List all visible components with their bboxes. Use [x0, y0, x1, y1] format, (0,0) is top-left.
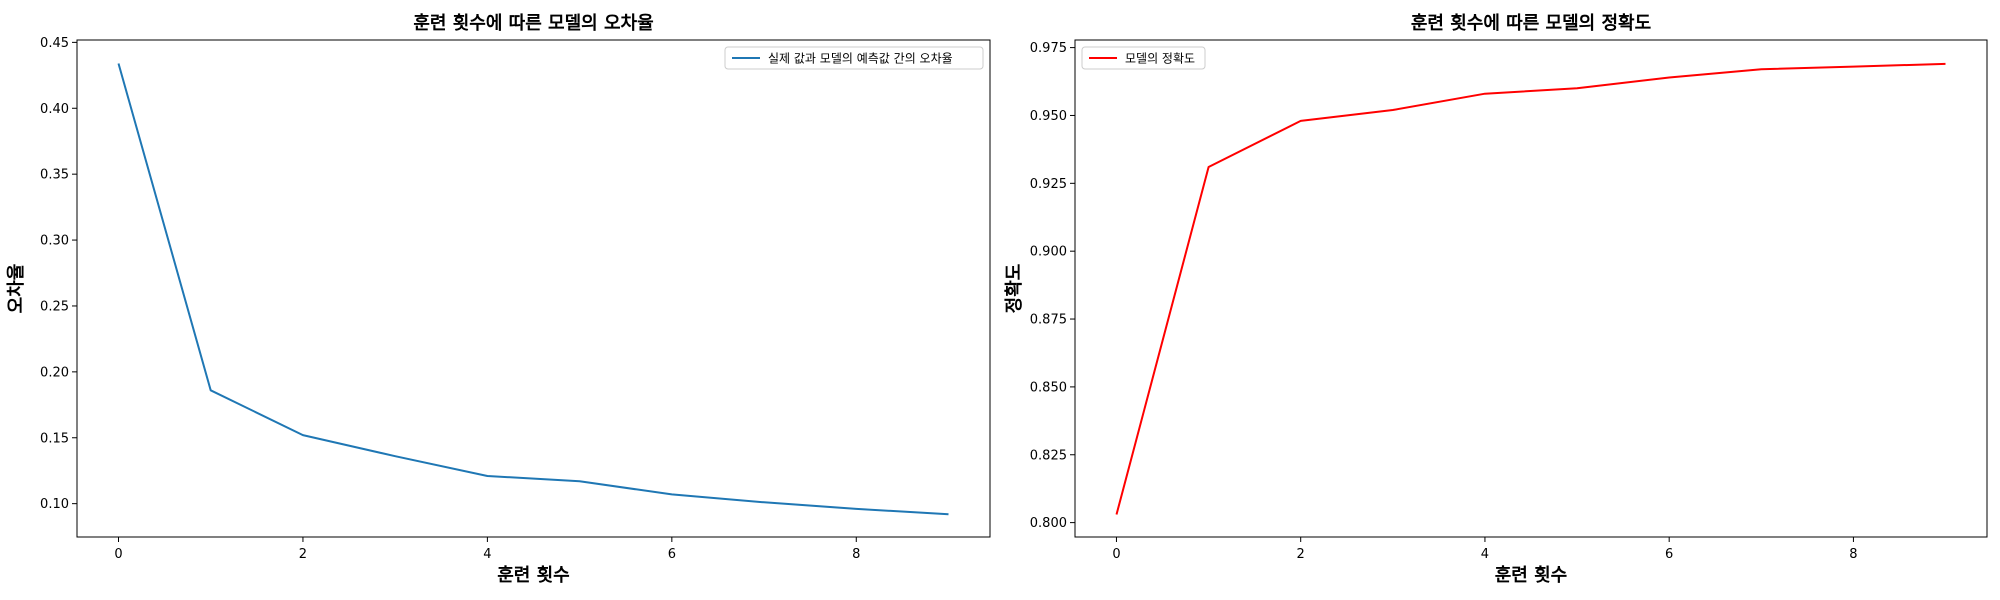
chart-title: 훈련 횟수에 따른 모델의 정확도: [1411, 12, 1651, 34]
y-tick-label: 0.800: [1030, 516, 1067, 531]
series-line: [1115, 62, 1946, 515]
y-axis-label: 정확도: [1004, 264, 1025, 314]
legend-label: 실제 값과 모델의 예측값 간의 오차율: [768, 52, 953, 66]
plot-frame: [76, 39, 991, 538]
y-axis-label: 오차율: [6, 264, 27, 314]
x-tick-label: 2: [1297, 547, 1305, 562]
series-line: [117, 63, 949, 516]
x-tick-label: 0: [1112, 547, 1120, 562]
y-tick-label: 0.900: [1030, 245, 1067, 260]
x-tick-label: 4: [1481, 547, 1489, 562]
x-tick-label: 0: [114, 547, 122, 562]
legend-label: 모델의 정확도: [1125, 52, 1195, 66]
x-tick-label: 8: [1849, 547, 1857, 562]
x-tick-label: 8: [852, 547, 860, 562]
y-tick-label: 0.925: [1030, 177, 1067, 192]
plot-frame: [1074, 39, 1988, 538]
legend-box: [1081, 46, 1206, 70]
x-tick-label: 6: [1665, 547, 1673, 562]
y-tick-label: 0.15: [40, 431, 69, 446]
x-axis-label: 훈련 횟수: [497, 564, 570, 586]
chart-1: 훈련 횟수에 따른 모델의 오차율 0 2 4 6 8 0.10 0.15 0.20 0.25 0.…: [6, 12, 991, 586]
y-tick-label: 0.35: [40, 168, 69, 183]
x-tick-label: 2: [299, 547, 307, 562]
y-tick-label: 0.950: [1030, 109, 1067, 124]
legend-box: [724, 46, 984, 70]
y-tick-label: 0.20: [40, 365, 69, 380]
y-tick-label: 0.45: [40, 36, 69, 51]
y-tick-label: 0.850: [1030, 380, 1067, 395]
chart-2: 훈련 횟수에 따른 모델의 정확도 0 2 4 6 8 0.800 0.825 0.850 0.8…: [1004, 12, 1988, 586]
x-tick-label: 6: [668, 547, 676, 562]
y-tick-label: 0.40: [40, 102, 69, 117]
y-tick-label: 0.10: [40, 497, 69, 512]
x-tick-label: 4: [483, 547, 491, 562]
y-tick-label: 0.975: [1030, 41, 1067, 56]
y-tick-label: 0.25: [40, 299, 69, 314]
legend: 모델의 정확도: [1081, 46, 1206, 70]
y-tick-label: 0.825: [1030, 448, 1067, 463]
y-tick-label: 0.30: [40, 234, 69, 249]
y-tick-label: 0.875: [1030, 313, 1067, 328]
legend: 실제 값과 모델의 예측값 간의 오차율: [724, 46, 984, 70]
x-axis-label: 훈련 횟수: [1495, 564, 1568, 586]
chart-title: 훈련 횟수에 따른 모델의 오차율: [413, 12, 653, 34]
